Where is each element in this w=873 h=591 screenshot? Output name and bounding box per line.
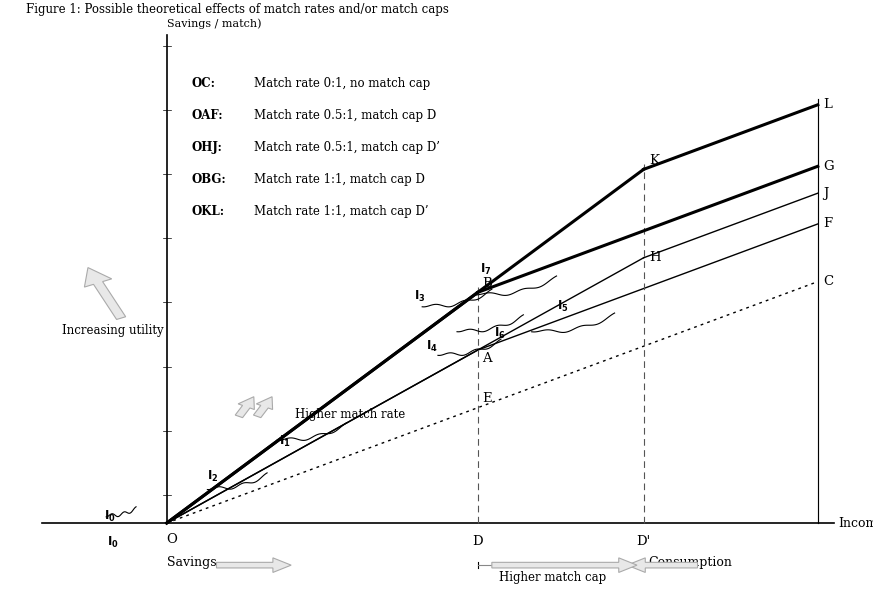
Text: $\mathbf{I_2}$: $\mathbf{I_2}$: [208, 469, 219, 484]
Polygon shape: [85, 268, 126, 320]
Text: Match rate 1:1, match cap D’: Match rate 1:1, match cap D’: [254, 204, 429, 217]
Text: C: C: [823, 275, 834, 288]
Text: $\mathbf{I_7}$: $\mathbf{I_7}$: [480, 262, 491, 277]
Text: D: D: [472, 535, 483, 548]
Text: Increasing utility: Increasing utility: [62, 324, 163, 337]
Text: Consumption: Consumption: [648, 556, 732, 569]
Text: O: O: [166, 533, 177, 546]
Text: $\mathbf{I_5}$: $\mathbf{I_5}$: [557, 299, 569, 314]
Text: Savings: Savings: [167, 556, 217, 569]
Polygon shape: [235, 397, 254, 418]
Text: J: J: [823, 187, 829, 200]
Polygon shape: [627, 558, 698, 573]
Text: $\mathbf{I_1}$: $\mathbf{I_1}$: [279, 434, 291, 449]
Text: F: F: [823, 217, 833, 230]
Text: OBG:: OBG:: [191, 173, 226, 186]
Text: $\mathbf{I_0}$: $\mathbf{I_0}$: [107, 535, 119, 550]
Text: Higher match cap: Higher match cap: [498, 571, 606, 584]
Text: Figure 1: Possible theoretical effects of match rates and/or match caps: Figure 1: Possible theoretical effects o…: [26, 3, 449, 16]
Text: Match rate 0:1, no match cap: Match rate 0:1, no match cap: [254, 77, 430, 90]
Text: OKL:: OKL:: [191, 204, 224, 217]
Text: $\mathbf{I_3}$: $\mathbf{I_3}$: [414, 290, 425, 304]
Text: E: E: [482, 392, 491, 405]
Text: $\mathbf{I_6}$: $\mathbf{I_6}$: [494, 326, 506, 341]
Text: G: G: [823, 160, 835, 173]
Text: Match rate 1:1, match cap D: Match rate 1:1, match cap D: [254, 173, 424, 186]
Text: H: H: [650, 251, 661, 264]
Text: D': D': [636, 535, 650, 548]
Text: Match rate 0.5:1, match cap D: Match rate 0.5:1, match cap D: [254, 109, 436, 122]
Text: Income: Income: [838, 517, 873, 530]
Text: B: B: [482, 277, 491, 290]
Text: OHJ:: OHJ:: [191, 141, 223, 154]
Text: $\mathbf{I_4}$: $\mathbf{I_4}$: [426, 339, 438, 353]
Polygon shape: [253, 397, 272, 418]
Polygon shape: [491, 558, 637, 573]
Text: $\mathbf{I_0}$: $\mathbf{I_0}$: [105, 509, 116, 524]
Text: A: A: [482, 352, 491, 365]
Polygon shape: [217, 558, 291, 573]
Text: OAF:: OAF:: [191, 109, 223, 122]
Text: OC:: OC:: [191, 77, 216, 90]
Text: K: K: [650, 154, 659, 167]
Text: Match rate 0.5:1, match cap D’: Match rate 0.5:1, match cap D’: [254, 141, 440, 154]
Text: L: L: [823, 98, 833, 111]
Text: Savings / match): Savings / match): [167, 18, 261, 29]
Text: Higher match rate: Higher match rate: [295, 408, 406, 421]
